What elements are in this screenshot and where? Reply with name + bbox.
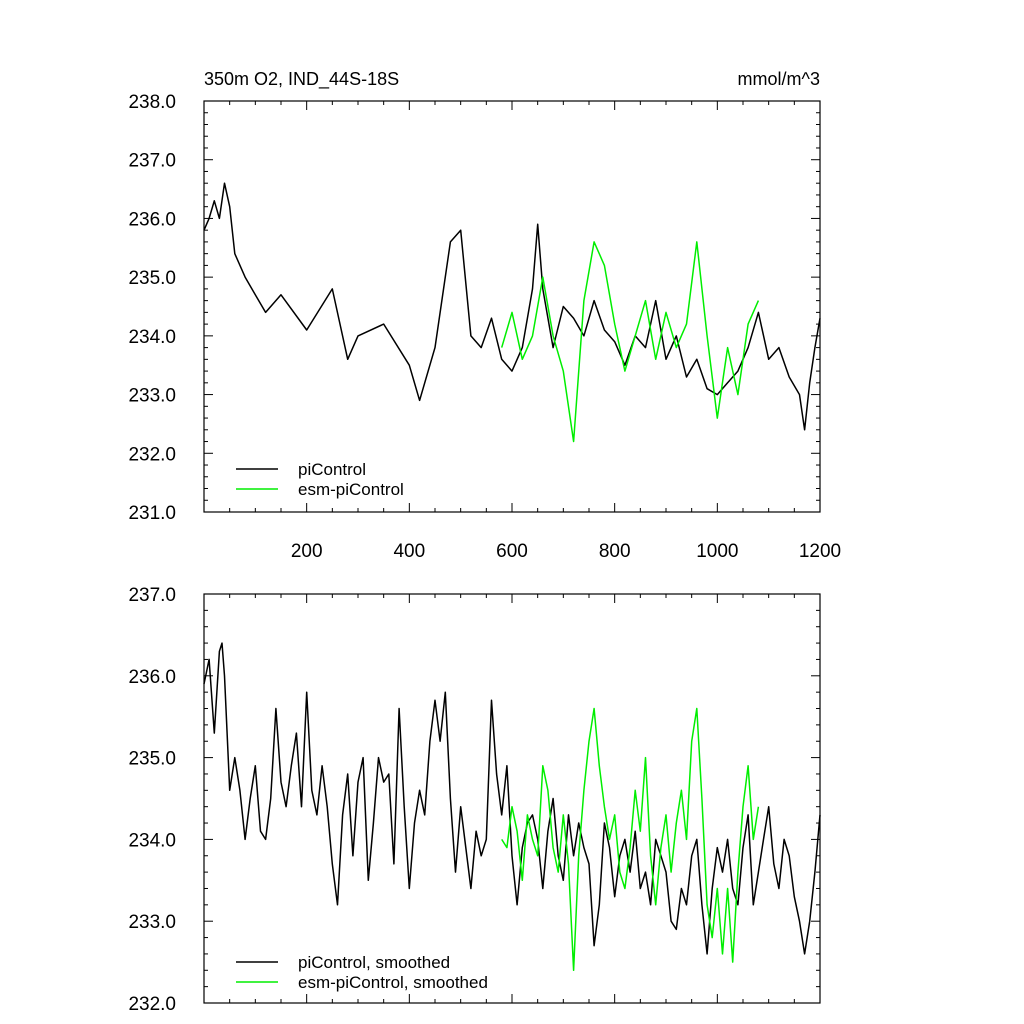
- legend-label-esm-picontrol-smoothed: esm-piControl, smoothed: [298, 973, 488, 992]
- series-line-picontrol: [203, 182, 821, 431]
- y-tick-label: 232.0: [128, 444, 176, 465]
- x-tick-label: 600: [496, 541, 528, 562]
- legend-label-picontrol-smoothed: piControl, smoothed: [298, 953, 450, 972]
- y-tick-label: 231.0: [128, 503, 176, 524]
- y-tick-label: 232.0: [128, 994, 176, 1015]
- series-line-esm-picontrol: [500, 241, 760, 443]
- y-tick-label: 235.0: [128, 268, 176, 289]
- top-panel-series: [203, 182, 821, 443]
- top-panel-units: mmol/m^3: [738, 69, 820, 89]
- legend-label-esm-picontrol: esm-piControl: [298, 480, 404, 499]
- legend-label-picontrol: piControl: [298, 460, 366, 479]
- y-tick-label: 235.0: [128, 749, 176, 770]
- top-panel: 350m O2, IND_44S-18S mmol/m^3 238.0 237.0…: [128, 69, 841, 562]
- x-tick-label: 200: [291, 541, 323, 562]
- series-line-esm-picontrol-smoothed: [501, 707, 760, 972]
- series-line-picontrol-smoothed: [203, 642, 821, 955]
- top-panel-title-left: 350m O2, IND_44S-18S: [204, 69, 399, 90]
- top-panel-ticks: 238.0 237.0 236.0 235.0 234.0 233.0 232.0 231.0…: [128, 92, 841, 562]
- x-tick-label: 800: [599, 541, 631, 562]
- y-tick-label: 234.0: [128, 327, 176, 348]
- y-tick-label: 233.0: [128, 912, 176, 933]
- top-panel-frame: [203, 100, 821, 513]
- bottom-panel-series: [203, 642, 821, 972]
- bottom-panel: 237.0 236.0 235.0 234.0 233.0 232.0 piControl…: [128, 585, 821, 1015]
- top-panel-legend: piControl esm-piControl: [236, 460, 404, 499]
- bottom-panel-legend: piControl, smoothed esm-piControl, smoot…: [236, 953, 488, 992]
- y-tick-label: 233.0: [128, 386, 176, 407]
- bottom-panel-ticks: 237.0 236.0 235.0 234.0 233.0 232.0: [128, 585, 821, 1015]
- bottom-panel-frame: [203, 593, 821, 1004]
- y-tick-label: 238.0: [128, 92, 176, 113]
- x-tick-label: 1200: [799, 541, 841, 562]
- y-tick-label: 236.0: [128, 209, 176, 230]
- x-tick-label: 1000: [696, 541, 738, 562]
- y-tick-label: 236.0: [128, 667, 176, 688]
- y-tick-label: 237.0: [128, 151, 176, 172]
- y-tick-label: 237.0: [128, 585, 176, 606]
- y-tick-label: 234.0: [128, 830, 176, 851]
- x-tick-label: 400: [393, 541, 425, 562]
